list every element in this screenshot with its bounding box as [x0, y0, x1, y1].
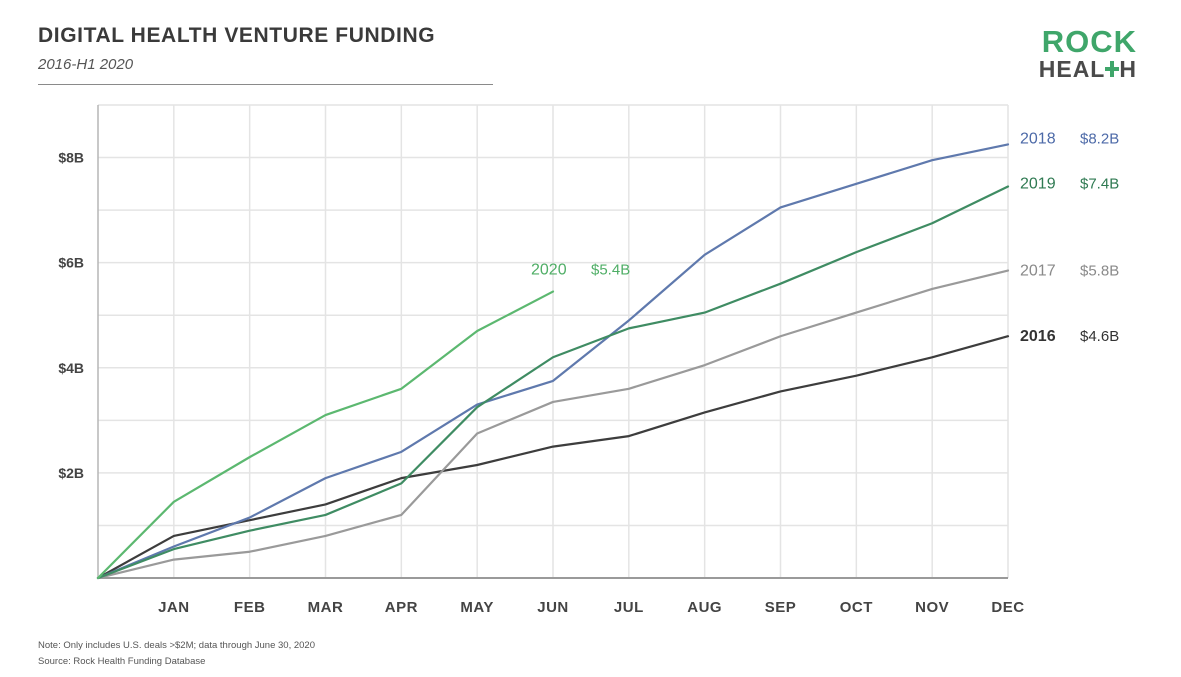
series-label-2019: 2019 $7.4B	[1020, 175, 1119, 192]
y-tick-label: $2B	[58, 465, 84, 481]
series-labels: 2016 $4.6B 2017 $5.8B 2018 $8.2B 2019 $7.4B 2020…	[531, 130, 1119, 345]
series-line-2020	[96, 290, 555, 580]
x-tick-label: OCT	[840, 599, 873, 616]
x-tick-label: MAR	[308, 599, 344, 616]
series-label-total: $8.2B	[1080, 130, 1119, 147]
series-label-2017: 2017 $5.8B	[1020, 263, 1119, 280]
rock-health-logo: ROCK HEAL H	[1039, 26, 1137, 81]
x-tick-label: JUN	[537, 599, 569, 616]
y-tick-label: $6B	[58, 255, 84, 271]
x-tick-label: NOV	[915, 599, 949, 616]
series-label-year: 2016	[1020, 328, 1056, 345]
series-label-total: $4.6B	[1080, 328, 1119, 345]
series-label-2020: 2020 $5.4B	[531, 262, 630, 279]
series-label-total: $5.8B	[1080, 263, 1119, 280]
series-line-2016	[96, 335, 1010, 580]
series-label-year: 2018	[1020, 130, 1056, 147]
x-tick-label: SEP	[765, 599, 797, 616]
x-tick-label: APR	[385, 599, 418, 616]
series-label-year: 2020	[531, 262, 567, 279]
series-line-2018	[96, 143, 1010, 580]
series-label-total: $7.4B	[1080, 175, 1119, 192]
plus-icon	[1105, 60, 1120, 78]
footnote-source: Source: Rock Health Funding Database	[38, 656, 206, 667]
x-tick-label: JAN	[158, 599, 190, 616]
series-label-total: $5.4B	[591, 262, 630, 279]
series-label-year: 2017	[1020, 263, 1056, 280]
series-label-year: 2019	[1020, 175, 1056, 192]
x-tick-label: FEB	[234, 599, 266, 616]
grid	[98, 104, 1009, 578]
chart-subtitle: 2016-H1 2020	[38, 56, 134, 73]
series-label-2016: 2016 $4.6B	[1020, 328, 1119, 345]
y-tick-label: $4B	[58, 360, 84, 376]
logo-line-2-part-1: HEAL	[1038, 56, 1106, 82]
series-lines	[96, 143, 1010, 580]
chart-title: DIGITAL HEALTH VENTURE FUNDING	[38, 24, 436, 47]
x-tick-label: AUG	[687, 599, 722, 616]
y-tick-label: $8B	[58, 150, 84, 166]
x-tick-label: MAY	[460, 599, 493, 616]
logo-line-2-part-2: H	[1119, 56, 1137, 82]
logo-line-1: ROCK	[1041, 24, 1137, 59]
footnote-note: Note: Only includes U.S. deals >$2M; dat…	[38, 640, 315, 651]
x-tick-label: JUL	[614, 599, 644, 616]
series-label-2018: 2018 $8.2B	[1020, 130, 1119, 147]
axes: $2B $4B $6B $8B JAN FEB MAR APR MAY JUN JUL AUG SEP O…	[58, 105, 1024, 616]
x-tick-label: DEC	[991, 599, 1024, 616]
series-line-2019	[96, 185, 1010, 580]
logo-line-2: HEAL H	[1039, 58, 1137, 81]
series-line-2017	[96, 269, 1010, 580]
title-divider	[38, 84, 493, 85]
